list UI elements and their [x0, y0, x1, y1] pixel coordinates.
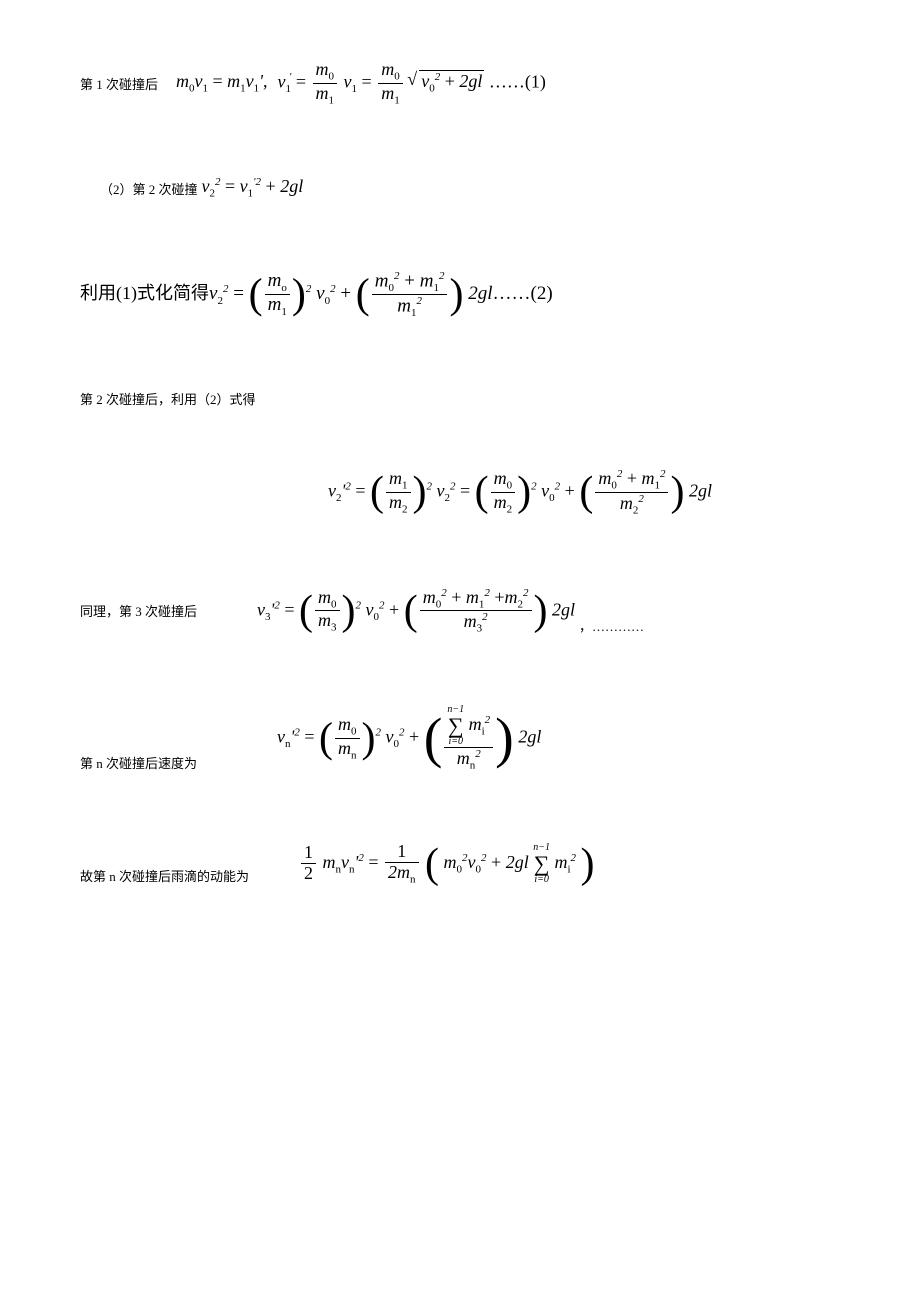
- eq-3: 利用(1)式化简得v22 = (mom1)2 v02 + (m02 + m12m…: [80, 270, 553, 319]
- line-4: 第 2 次碰撞后，利用（2）式得: [80, 389, 840, 408]
- eq-1b: v1' = m0m1 v1 = m0m1 v02 + 2gl ……(1): [278, 60, 546, 106]
- line-7: 第 n 次碰撞后速度为 vn'2 = (m0mn)2 v02 + ( n−1∑i…: [80, 705, 840, 772]
- text-4: 第 2 次碰撞后，利用（2）式得: [80, 389, 256, 408]
- eq-6: v3'2 = (m0m3)2 v02 + (m02 + m12 +m22m32)…: [257, 587, 575, 635]
- label-7: 第 n 次碰撞后速度为: [80, 753, 197, 772]
- line-2: （2）第 2 次碰撞 v22 = v1'2 + 2gl: [80, 176, 840, 200]
- line-3: 利用(1)式化简得v22 = (mom1)2 v02 + (m02 + m12m…: [80, 270, 840, 319]
- line-6: 同理，第 3 次碰撞后 v3'2 = (m0m3)2 v02 + (m02 + …: [80, 587, 840, 635]
- eq-1a: m0v1 = m1v1',: [176, 71, 268, 95]
- eq-5: v2'2 = (m1m2)2 v22 = (m0m2)2 v02 + (m02 …: [328, 468, 712, 516]
- label-8: 故第 n 次碰撞后雨滴的动能为: [80, 866, 249, 885]
- tag-1: (1): [525, 71, 546, 91]
- label-1: 第 1 次碰撞后: [80, 74, 158, 93]
- line-8: 故第 n 次碰撞后雨滴的动能为 12 mnvn'2 = 12mn ( m02v0…: [80, 842, 840, 885]
- label-2: （2）第 2 次碰撞: [100, 179, 198, 198]
- eq-7: vn'2 = (m0mn)2 v02 + ( n−1∑i=0 mi2 mn2 )…: [277, 705, 541, 772]
- eq-8: 12 mnvn'2 = 12mn ( m02v02 + 2gl n−1∑i=0 …: [299, 842, 595, 885]
- line-5: v2'2 = (m1m2)2 v22 = (m0m2)2 v02 + (m02 …: [80, 468, 840, 516]
- line-1: 第 1 次碰撞后 m0v1 = m1v1', v1' = m0m1 v1 = m…: [80, 60, 840, 106]
- eq-2: v22 = v1'2 + 2gl: [202, 176, 304, 200]
- tag-2: (2): [531, 283, 553, 304]
- dots-6: ，…………: [579, 616, 644, 635]
- label-6: 同理，第 3 次碰撞后: [80, 601, 197, 620]
